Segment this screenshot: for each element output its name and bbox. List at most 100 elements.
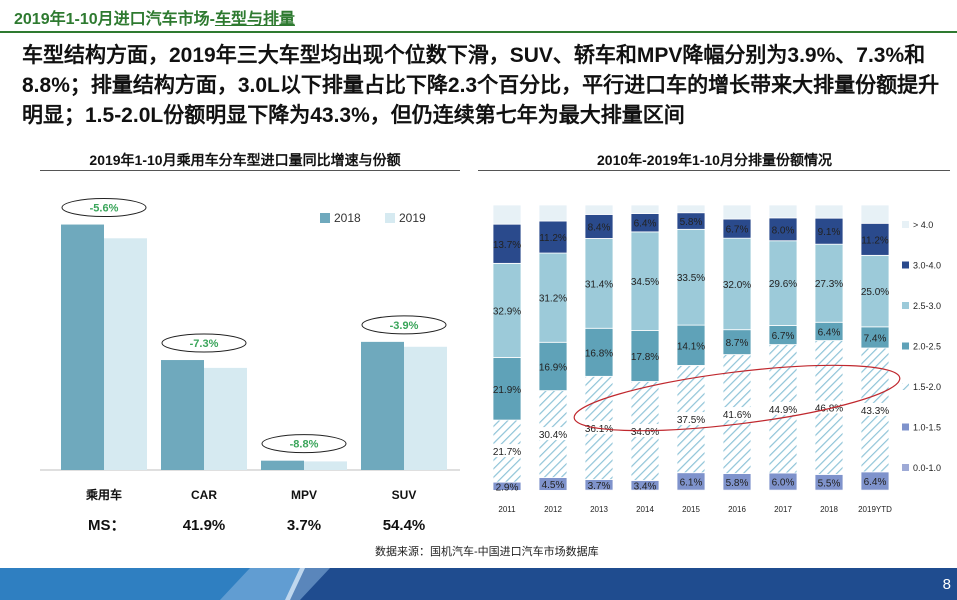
segment-label: 41.6% (723, 410, 751, 421)
segment-2013-> 4.0 (584, 204, 614, 215)
segment-label: 14.1% (677, 341, 705, 352)
segment-2014-2.0-2.5 (630, 330, 660, 382)
headline-summary: 车型结构方面，2019年三大车型均出现个位数下滑，SUV、轿车和MPV降幅分别为… (22, 44, 940, 127)
segment-2014-> 4.0 (630, 204, 660, 214)
segment-label: 8.7% (726, 338, 749, 349)
market-share-label: MS： (88, 517, 126, 534)
segment-label: 44.9% (769, 405, 797, 416)
page-title: 2019年1-10月进口汽车市场-车型与排量 (14, 5, 295, 29)
segment-label: 6.4% (864, 477, 887, 488)
footer-band-light (0, 568, 300, 600)
legend-swatch-2.5-3.0 (902, 302, 909, 309)
year-label: 2013 (590, 505, 608, 514)
segment-label: 6.0% (772, 478, 795, 489)
segment-label: 6.1% (680, 477, 703, 488)
segment-label: 6.7% (726, 225, 749, 236)
segment-2015-2.5-3.0 (676, 228, 706, 326)
segment-2018-3.0-4.0 (814, 217, 844, 245)
segment-label: 31.4% (585, 279, 613, 290)
segment-label: 9.1% (818, 227, 841, 238)
segment-label: 21.9% (493, 385, 521, 396)
category-label: 乘用车 (85, 487, 122, 502)
segment-label: 11.2% (861, 235, 889, 246)
category-label: SUV (392, 488, 417, 502)
segment-label: 6.7% (772, 331, 795, 342)
market-share-value: 3.7% (287, 517, 321, 534)
segment-label-bg (537, 427, 569, 441)
footer-band-stripe (220, 568, 330, 600)
segment-2013-2.5-3.0 (584, 238, 614, 329)
growth-oval (361, 315, 447, 335)
segment-label: 33.5% (677, 273, 705, 284)
title-bar: 2019年1-10月进口汽车市场-车型与排量 (0, 0, 957, 34)
segment-label: 4.5% (542, 480, 565, 491)
segment-label: 5.5% (818, 478, 841, 489)
bar-乘用车-2019 (104, 238, 147, 470)
growth-label: -8.8% (290, 439, 319, 451)
segment-2012-2.5-3.0 (538, 252, 568, 343)
legend-label: > 4.0 (913, 220, 933, 230)
segment-label: 17.8% (631, 352, 659, 363)
segment-label: 11.2% (539, 233, 567, 244)
segment-label: 43.3% (861, 406, 889, 417)
segment-label: 31.2% (539, 294, 567, 305)
segment-2018-2.5-3.0 (814, 243, 844, 323)
year-label: 2012 (544, 505, 562, 514)
year-label: 2014 (636, 505, 654, 514)
segment-2012-3.0-4.0 (538, 220, 568, 254)
segment-label-bg (583, 420, 615, 434)
growth-label: -7.3% (190, 338, 219, 350)
segment-2012-2.0-2.5 (538, 341, 568, 392)
segment-label-bg (721, 407, 753, 421)
legend-label-2019: 2019 (399, 211, 426, 225)
segment-label: 3.4% (634, 481, 657, 492)
segment-2016-> 4.0 (722, 204, 752, 220)
segment-label: 29.6% (769, 279, 797, 290)
left-chart-title-rule (40, 170, 460, 171)
year-label: 2016 (728, 505, 746, 514)
legend-swatch-3.0-4.0 (902, 261, 909, 269)
year-label: 2011 (498, 505, 516, 514)
bar-car-2018 (161, 360, 204, 470)
category-label: CAR (191, 488, 217, 502)
page-title-suffix: 车型与排量 (214, 11, 295, 28)
legend-label: 3.0-4.0 (913, 261, 941, 271)
data-source-note: 数据来源：国机汽车-中国进口汽车市场数据库 (375, 546, 599, 558)
footer-band-dark (290, 568, 957, 600)
segment-label-bg (675, 412, 707, 426)
left-chart-title: 2019年1-10月乘用车分车型进口量同比增速与份额 (89, 152, 401, 168)
legend-swatch-1.0-1.5 (902, 423, 909, 431)
segment-2019YTD-> 4.0 (860, 204, 890, 224)
segment-label: 2.9% (496, 482, 519, 493)
segment-label: 34.5% (631, 277, 659, 288)
year-label: 2019YTD (858, 505, 892, 514)
segment-label: 16.8% (585, 348, 613, 359)
bar-mpv-2019 (304, 461, 347, 470)
page-number: 8 (942, 576, 951, 593)
segment-label: 8.4% (588, 222, 611, 233)
segment-label: 32.9% (493, 306, 521, 317)
segment-label: 13.7% (493, 240, 521, 251)
segment-2015-> 4.0 (676, 204, 706, 214)
bar-suv-2018 (361, 341, 404, 470)
growth-label: -5.6% (90, 203, 119, 215)
segment-2011-2.0-2.5 (492, 357, 522, 421)
page-title-prefix: 2019年1-10月进口汽车市场- (14, 11, 215, 28)
segment-label: 16.9% (539, 362, 567, 373)
market-share-value: 54.4% (383, 517, 426, 534)
legend-swatch-1.5-2.0 (902, 383, 909, 390)
segment-label: 7.4% (864, 333, 887, 344)
legend-label-2018: 2018 (334, 211, 361, 225)
segment-2011-> 4.0 (492, 204, 522, 225)
segment-label: 36.1% (585, 424, 613, 435)
year-label: 2017 (774, 505, 792, 514)
segment-label: 8.0% (772, 225, 795, 236)
growth-oval (261, 434, 347, 454)
legend-swatch-> 4.0 (902, 221, 909, 228)
growth-share-bar-chart: -5.6% 乘用车 -7.3% CAR 41.9% -8.8% MPV 3.7% -3.9% SU… (40, 198, 460, 534)
legend-swatch-2018 (320, 213, 330, 223)
segment-2017-2.5-3.0 (768, 240, 798, 326)
segment-label: 5.8% (680, 217, 703, 228)
segment-label-bg (859, 402, 891, 416)
segment-label: 3.7% (588, 481, 611, 492)
